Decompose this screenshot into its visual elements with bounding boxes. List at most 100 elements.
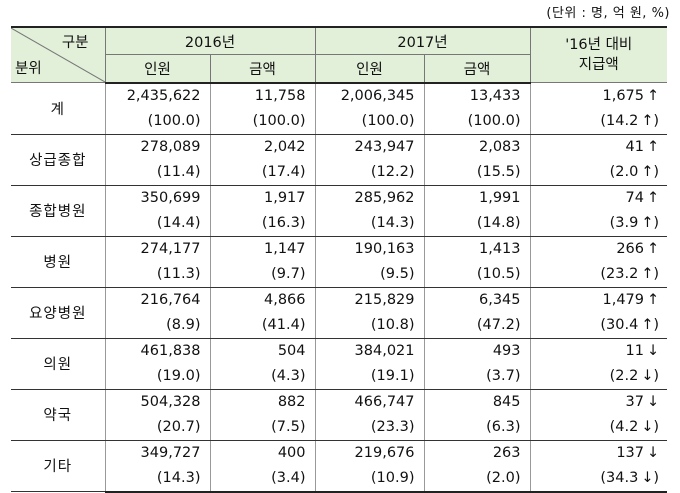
amount-2016-value: 400 bbox=[209, 440, 316, 466]
people-2017-share: (14.3) bbox=[314, 210, 425, 237]
people-2016-share: (100.0) bbox=[104, 108, 211, 135]
change-percent-value: (23.2 bbox=[600, 266, 639, 282]
change-percent-value: (3.9 bbox=[609, 215, 639, 231]
people-2016-share: (8.9) bbox=[104, 312, 211, 339]
change-percent-cell: (3.9 ↑) bbox=[529, 210, 667, 237]
table-row: 약국 504,328 882 466,747 845 37 ↓ bbox=[11, 389, 667, 441]
amount-2016-share: (100.0) bbox=[209, 108, 316, 135]
unit-note: (단위 : 명, 억 원, %) bbox=[546, 6, 670, 21]
people-2017-share: (9.5) bbox=[314, 261, 425, 288]
amount-2016-value: 882 bbox=[209, 389, 316, 415]
change-percent-arrow-icon: ↑ bbox=[641, 113, 654, 129]
change-arrow-icon: ↑ bbox=[647, 241, 660, 257]
category-cell: 계 bbox=[11, 82, 106, 135]
category-cell: 의원 bbox=[11, 338, 106, 390]
change-cell: 137 ↓ bbox=[529, 440, 667, 466]
change-percent-arrow-icon: ↓ bbox=[641, 470, 654, 486]
people-2016-share: (14.4) bbox=[104, 210, 211, 237]
change-percent-close: ) bbox=[653, 215, 659, 231]
diagonal-line bbox=[11, 28, 105, 82]
amount-2016-share: (9.7) bbox=[209, 261, 316, 288]
amount-2016-share: (7.5) bbox=[209, 414, 316, 441]
change-percent-arrow-icon: ↑ bbox=[641, 215, 654, 231]
people-2017-share: (100.0) bbox=[314, 108, 425, 135]
change-percent-cell: (14.2 ↑) bbox=[529, 108, 667, 135]
comparison-header-line1: '16년 대비 bbox=[565, 37, 633, 53]
people-2017-value: 215,829 bbox=[314, 287, 425, 313]
change-value: 11 bbox=[625, 343, 644, 359]
amount-2017-value: 2,083 bbox=[423, 134, 531, 160]
change-value: 266 bbox=[616, 241, 644, 257]
table-row: 상급종합 278,089 2,042 243,947 2,083 41 ↑ bbox=[11, 134, 667, 186]
amount-2017-share: (15.5) bbox=[423, 159, 531, 186]
change-arrow-icon: ↑ bbox=[647, 292, 660, 308]
amount-2017-share: (14.8) bbox=[423, 210, 531, 237]
table-body: 계 2,435,622 11,758 2,006,345 13,433 1,675 ↑ (10… bbox=[11, 82, 667, 493]
amount-2017-value: 845 bbox=[423, 389, 531, 415]
people-2017-value: 219,676 bbox=[314, 440, 425, 466]
change-value: 41 bbox=[625, 139, 644, 155]
change-percent-close: ) bbox=[653, 266, 659, 282]
change-cell: 11 ↓ bbox=[529, 338, 667, 364]
change-percent-arrow-icon: ↑ bbox=[641, 266, 654, 282]
people-2016-value: 216,764 bbox=[104, 287, 211, 313]
change-arrow-icon: ↓ bbox=[647, 394, 660, 410]
table-row: 계 2,435,622 11,758 2,006,345 13,433 1,675 ↑ bbox=[11, 82, 667, 135]
amount-2017-share: (47.2) bbox=[423, 312, 531, 339]
people-2017-share: (23.3) bbox=[314, 414, 425, 441]
change-percent-close: ) bbox=[653, 113, 659, 129]
col-amount-2017: 금액 bbox=[423, 54, 531, 84]
change-arrow-icon: ↑ bbox=[647, 87, 660, 104]
people-2016-value: 278,089 bbox=[104, 134, 211, 160]
table-row-percent: (100.0) (100.0) (100.0) (100.0) (14.2 ↑) bbox=[11, 108, 667, 135]
people-2016-value: 461,838 bbox=[104, 338, 211, 364]
change-cell: 37 ↓ bbox=[529, 389, 667, 415]
table-row-percent: (11.4) (17.4) (12.2) (15.5) (2.0 ↑) bbox=[11, 159, 667, 186]
table-row-percent: (11.3) (9.7) (9.5) (10.5) (23.2 ↑) bbox=[11, 261, 667, 288]
people-2017-share: (19.1) bbox=[314, 363, 425, 390]
change-percent-close: ) bbox=[653, 317, 659, 333]
change-cell: 1,675 ↑ bbox=[529, 82, 667, 109]
change-cell: 1,479 ↑ bbox=[529, 287, 667, 313]
table-row: 의원 461,838 504 384,021 493 11 ↓ bbox=[11, 338, 667, 390]
amount-2016-value: 11,758 bbox=[209, 82, 316, 109]
amount-2016-share: (4.3) bbox=[209, 363, 316, 390]
amount-2017-value: 1,413 bbox=[423, 236, 531, 262]
people-2017-value: 466,747 bbox=[314, 389, 425, 415]
category-cell: 기타 bbox=[11, 440, 106, 492]
people-2016-share: (11.3) bbox=[104, 261, 211, 288]
amount-2016-value: 2,042 bbox=[209, 134, 316, 160]
table-row-percent: (8.9) (41.4) (10.8) (47.2) (30.4 ↑) bbox=[11, 312, 667, 339]
change-percent-close: ) bbox=[653, 419, 659, 435]
people-2017-value: 190,163 bbox=[314, 236, 425, 262]
amount-2017-share: (100.0) bbox=[423, 108, 531, 135]
change-percent-arrow-icon: ↑ bbox=[641, 317, 654, 333]
people-2017-value: 384,021 bbox=[314, 338, 425, 364]
people-2017-share: (12.2) bbox=[314, 159, 425, 186]
category-cell: 병원 bbox=[11, 236, 106, 288]
people-2016-share: (19.0) bbox=[104, 363, 211, 390]
people-2017-value: 2,006,345 bbox=[314, 82, 425, 109]
comparison-header-line2: 지급액 bbox=[578, 57, 619, 73]
amount-2017-share: (10.5) bbox=[423, 261, 531, 288]
people-2017-value: 243,947 bbox=[314, 134, 425, 160]
table-row: 기타 349,727 400 219,676 263 137 ↓ bbox=[11, 440, 667, 492]
data-table: 구분 분위 2016년 2017년 '16년 대비 지급액 인원 금액 인원 금… bbox=[11, 26, 667, 493]
people-2016-share: (20.7) bbox=[104, 414, 211, 441]
table-row-percent: (19.0) (4.3) (19.1) (3.7) (2.2 ↓) bbox=[11, 363, 667, 390]
amount-2017-value: 263 bbox=[423, 440, 531, 466]
change-value: 137 bbox=[616, 445, 644, 461]
amount-2016-share: (16.3) bbox=[209, 210, 316, 237]
amount-2017-value: 493 bbox=[423, 338, 531, 364]
amount-2017-value: 6,345 bbox=[423, 287, 531, 313]
change-value: 1,479 bbox=[602, 292, 644, 308]
people-2016-value: 350,699 bbox=[104, 185, 211, 211]
amount-2017-value: 1,991 bbox=[423, 185, 531, 211]
category-cell: 상급종합 bbox=[11, 134, 106, 186]
table-row: 종합병원 350,699 1,917 285,962 1,991 74 ↑ bbox=[11, 185, 667, 237]
people-2016-share: (11.4) bbox=[104, 159, 211, 186]
change-percent-value: (2.2 bbox=[609, 368, 639, 384]
col-amount-2016: 금액 bbox=[209, 54, 316, 84]
change-percent-close: ) bbox=[653, 368, 659, 384]
change-value: 1,675 bbox=[602, 87, 644, 104]
